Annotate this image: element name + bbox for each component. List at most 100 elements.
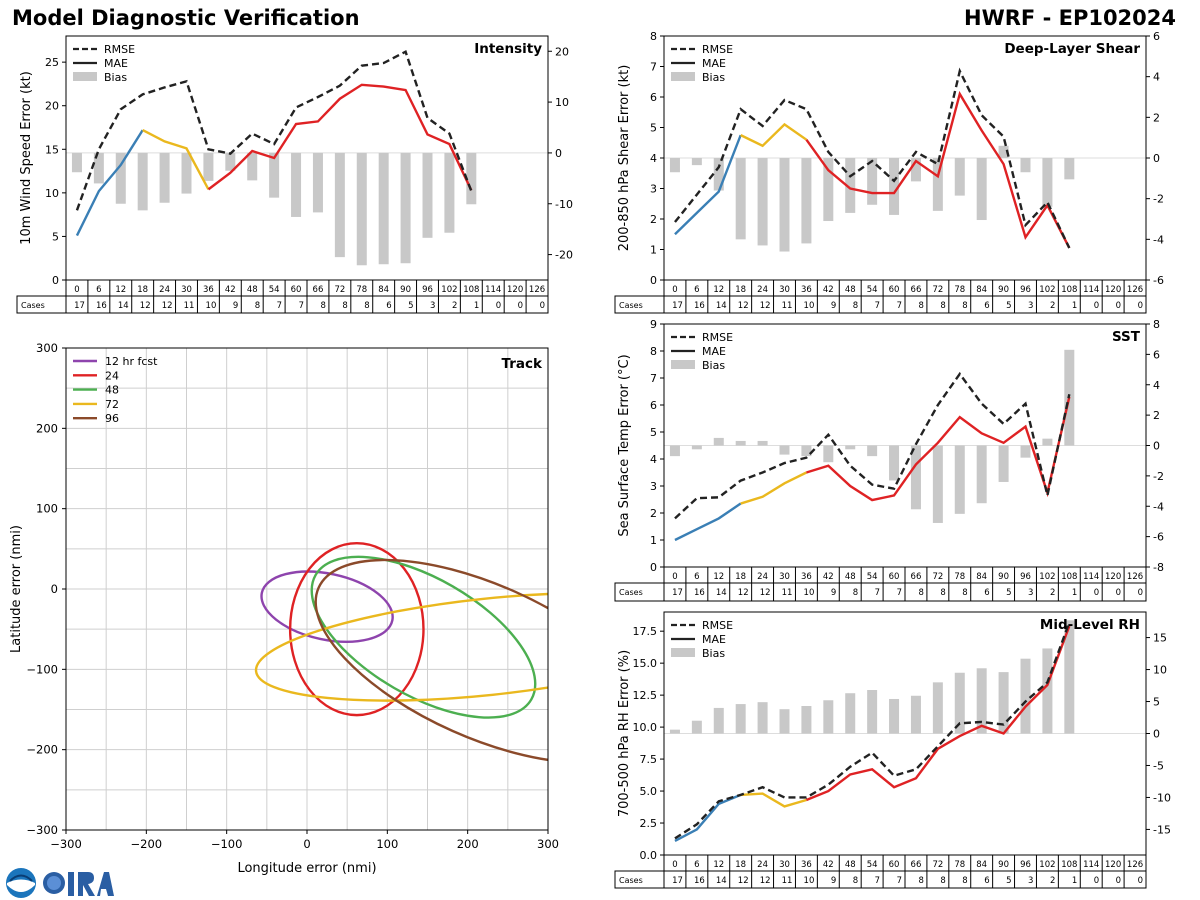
lead-time-label: 24: [757, 860, 768, 870]
lead-time-label: 120: [1105, 572, 1121, 582]
cases-value: 8: [940, 588, 945, 598]
cases-value: 11: [782, 876, 793, 886]
y2-tick-label: -15: [1153, 823, 1171, 836]
lead-time-label: 54: [867, 860, 878, 870]
lead-time-label: 120: [507, 285, 523, 295]
mae-line: [674, 502, 742, 542]
lead-time-label: 12: [115, 285, 126, 295]
cases-value: 0: [1116, 876, 1121, 886]
bias-bar: [444, 152, 455, 233]
y-tick-label: 7.5: [640, 753, 658, 766]
bias-bar: [998, 145, 1009, 158]
rmse-line: [75, 49, 473, 211]
bias-bar: [669, 729, 680, 734]
cases-value: 8: [853, 876, 858, 886]
cases-value: 8: [918, 876, 923, 886]
error-ellipse: [314, 558, 548, 764]
mae-line: [740, 471, 807, 505]
x-tick-label: −300: [50, 837, 82, 851]
lead-time-label: 60: [889, 285, 900, 295]
bias-bar: [137, 152, 148, 211]
lead-time-label: 90: [400, 285, 411, 295]
cases-value: 2: [452, 301, 457, 311]
y-tick-label: 200: [36, 421, 58, 435]
y-tick-label: 15.0: [633, 657, 658, 670]
cases-value: 12: [760, 876, 771, 886]
lead-time-label: 114: [1083, 860, 1099, 870]
legend-rmse-label: RMSE: [702, 619, 733, 632]
y-tick-label: 8: [650, 30, 657, 43]
cases-value: 12: [162, 301, 173, 311]
rmse-line: [674, 621, 1071, 840]
y-tick-label: 0.0: [640, 849, 658, 862]
cases-value: 8: [962, 301, 967, 311]
lead-time-label: 6: [694, 860, 699, 870]
cases-value: 7: [875, 876, 880, 886]
bias-bar: [779, 709, 790, 734]
lead-time-label: 102: [1039, 860, 1055, 870]
bias-bar: [291, 152, 302, 217]
bias-bar: [1020, 445, 1031, 458]
lead-time-label: 84: [378, 285, 389, 295]
mae-line: [207, 83, 473, 191]
cases-value: 9: [831, 301, 836, 311]
bias-bar: [378, 152, 389, 265]
legend-rmse-label: RMSE: [104, 43, 135, 56]
lead-time-label: 78: [954, 860, 965, 870]
cases-value: 16: [694, 588, 705, 598]
lead-time-label: 90: [998, 860, 1009, 870]
y-tick-label: 15: [45, 143, 59, 156]
y-tick-label: −300: [26, 823, 58, 837]
bias-bar: [954, 445, 965, 514]
bias-bar: [203, 152, 214, 181]
bias-bar: [845, 445, 856, 450]
y-tick-label: 2: [650, 507, 657, 520]
bias-bar: [954, 672, 965, 734]
lead-time-label: 0: [672, 285, 677, 295]
lead-time-label: 6: [694, 285, 699, 295]
lead-time-label: 6: [694, 572, 699, 582]
bias-bar: [181, 152, 192, 194]
y-tick-label: 10: [45, 187, 59, 200]
cases-value: 12: [738, 588, 749, 598]
bias-bar: [757, 440, 768, 446]
bias-bar: [691, 445, 702, 450]
cases-value: 12: [140, 301, 151, 311]
cases-value: 0: [518, 301, 523, 311]
y-tick-label: 0: [650, 274, 657, 287]
cases-label: Cases: [619, 588, 643, 597]
mae-line: [805, 90, 1071, 249]
cases-label: Cases: [619, 301, 643, 310]
y2-tick-label: 0: [555, 147, 562, 160]
cases-value: 10: [804, 588, 815, 598]
cases-value: 12: [760, 301, 771, 311]
cases-value: 1: [1072, 876, 1077, 886]
bias-bar: [932, 682, 943, 734]
cases-value: 8: [940, 876, 945, 886]
lead-time-label: 72: [932, 285, 943, 295]
cases-value: 2: [1050, 301, 1055, 311]
lead-time-label: 18: [137, 285, 148, 295]
lead-time-label: 54: [867, 285, 878, 295]
bias-bar: [801, 706, 812, 734]
lead-time-label: 72: [932, 860, 943, 870]
y-tick-label: 2.5: [640, 817, 658, 830]
cases-value: 16: [694, 876, 705, 886]
page-title: Model Diagnostic Verification: [12, 6, 360, 30]
lead-time-label: 18: [735, 572, 746, 582]
lead-time-label: 84: [976, 860, 987, 870]
cases-value: 0: [1116, 588, 1121, 598]
cases-value: 5: [1006, 588, 1011, 598]
bias-bar: [910, 158, 921, 182]
y2-tick-label: -10: [1153, 791, 1171, 804]
lead-time-label: 90: [998, 285, 1009, 295]
cases-value: 6: [984, 588, 989, 598]
bias-bar: [779, 158, 790, 252]
cases-value: 0: [1094, 301, 1099, 311]
rmse-line: [674, 371, 1071, 520]
lead-time-label: 126: [1127, 285, 1143, 295]
y-tick-label: 1: [650, 534, 657, 547]
legend-rmse-label: RMSE: [702, 331, 733, 344]
y-tick-label: 12.5: [633, 689, 658, 702]
cases-value: 0: [1116, 301, 1121, 311]
